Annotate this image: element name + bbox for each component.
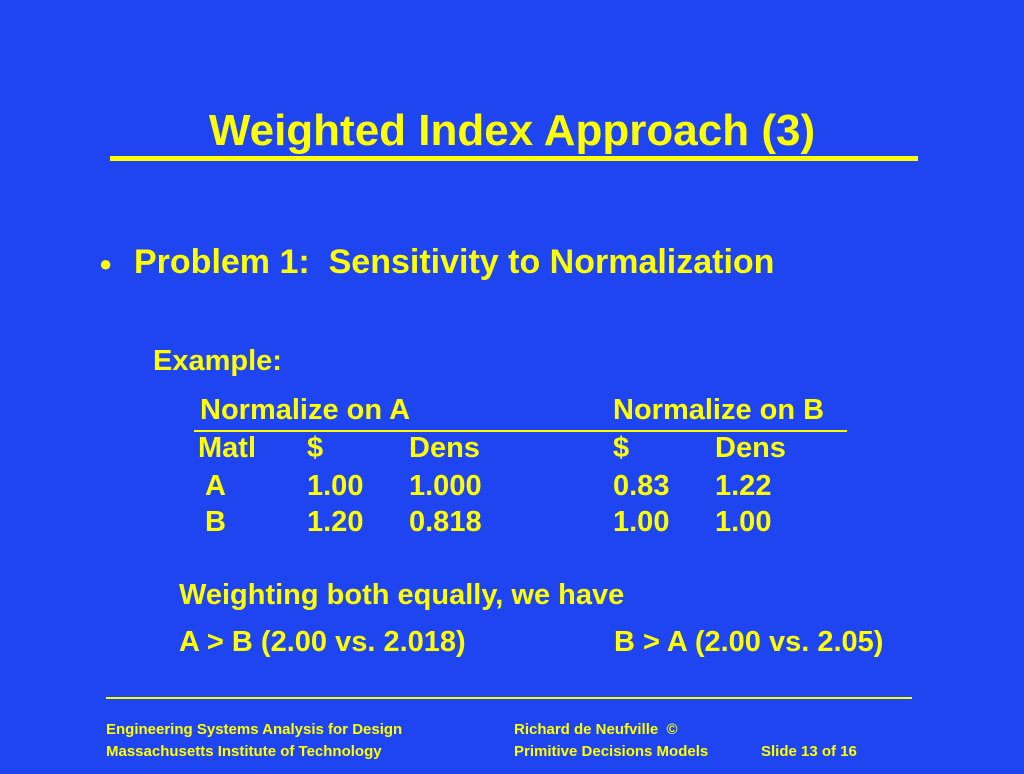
table-col-dollar-a: $: [307, 432, 324, 464]
table-row-a-dens-a: 1.000: [409, 470, 482, 502]
conclusion-result-a: A > B (2.00 vs. 2.018): [179, 626, 466, 658]
table-row-b-dollar-b: 1.00: [613, 506, 670, 538]
footer-author: Richard de Neufville ©: [514, 721, 678, 738]
table-group-b-header: Normalize on B: [613, 394, 825, 426]
table-col-matl: Matl: [198, 432, 256, 464]
footer-slide-number: Slide 13 of 16: [761, 743, 857, 760]
table-col-dollar-b: $: [613, 432, 630, 464]
table-row-a-dens-b: 1.22: [715, 470, 772, 502]
table-col-dens-a: Dens: [409, 432, 480, 464]
table-row-b-dens-a: 0.818: [409, 506, 482, 538]
conclusion-text: Weighting both equally, we have: [179, 579, 625, 611]
table-header-underline: [194, 430, 847, 432]
conclusion-result-b: B > A (2.00 vs. 2.05): [614, 626, 884, 658]
table-group-a-header: Normalize on A: [200, 394, 411, 426]
bullet-icon: ●: [99, 251, 113, 276]
slide-title: Weighted Index Approach (3): [208, 106, 816, 155]
footer-lecture-title: Primitive Decisions Models: [514, 743, 709, 760]
table-col-dens-b: Dens: [715, 432, 786, 464]
example-label: Example:: [153, 345, 282, 377]
table-row-b-dollar-a: 1.20: [307, 506, 364, 538]
table-row-b-dens-b: 1.00: [715, 506, 772, 538]
table-row-b-matl: B: [205, 506, 226, 538]
table-row-a-matl: A: [205, 470, 226, 502]
table-row-a-dollar-a: 1.00: [307, 470, 364, 502]
footer-divider: [106, 697, 912, 699]
bullet-heading: Problem 1: Sensitivity to Normalization: [134, 243, 775, 281]
footer-course-title: Engineering Systems Analysis for Design: [106, 721, 403, 738]
title-underline: [110, 156, 918, 161]
footer-institution: Massachusetts Institute of Technology: [106, 743, 382, 760]
table-row-a-dollar-b: 0.83: [613, 470, 670, 502]
